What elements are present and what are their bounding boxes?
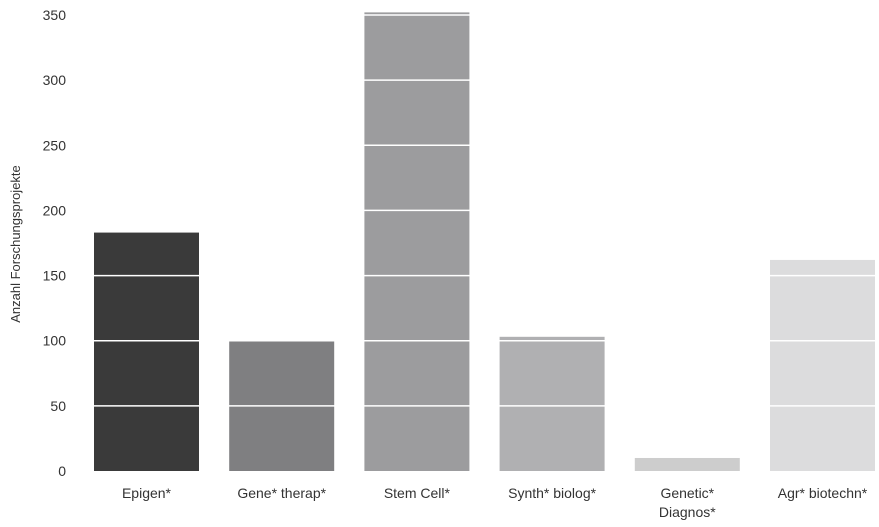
x-category-label-line: Stem Cell* — [384, 485, 451, 501]
x-category-label-line: Genetic* — [660, 485, 714, 501]
x-category-label-line: Synth* biolog* — [508, 485, 597, 501]
y-tick-label: 200 — [43, 202, 67, 218]
bar — [499, 336, 605, 471]
y-tick-label: 300 — [43, 72, 67, 88]
x-category-label-line: Gene* therap* — [237, 485, 326, 501]
bar — [364, 12, 470, 471]
bar — [94, 232, 199, 471]
gridlines — [80, 14, 879, 407]
y-axis-title-group: Anzahl Forschungsprojekte — [8, 165, 23, 323]
bar — [770, 259, 875, 471]
y-tick-label: 100 — [43, 333, 67, 349]
x-category-label: Gene* therap* — [237, 485, 326, 501]
y-axis-title: Anzahl Forschungsprojekte — [8, 165, 23, 323]
bars — [94, 12, 875, 471]
y-tick-label: 50 — [50, 398, 66, 414]
x-category-label: Epigen* — [122, 485, 172, 501]
x-category-label-line: Epigen* — [122, 485, 172, 501]
x-category-label: Stem Cell* — [384, 485, 451, 501]
x-category-label: Genetic* Diagnos* — [659, 485, 716, 520]
y-tick-label: 250 — [43, 137, 67, 153]
y-tick-label: 150 — [43, 268, 67, 284]
x-category-label-line: Diagnos* — [659, 504, 716, 520]
x-category-label: Agr* biotechn* — [778, 485, 868, 501]
y-axis-ticks: 0 50 100 150 200 250 300 350 — [43, 7, 67, 479]
x-category-label: Synth* biolog* — [508, 485, 597, 501]
bar — [634, 457, 740, 471]
x-axis-labels: Epigen* Gene* therap* Stem Cell* Synth* bio… — [122, 485, 868, 520]
y-tick-label: 350 — [43, 7, 67, 23]
x-category-label-line: Agr* biotechn* — [778, 485, 868, 501]
y-tick-label: 0 — [58, 463, 66, 479]
